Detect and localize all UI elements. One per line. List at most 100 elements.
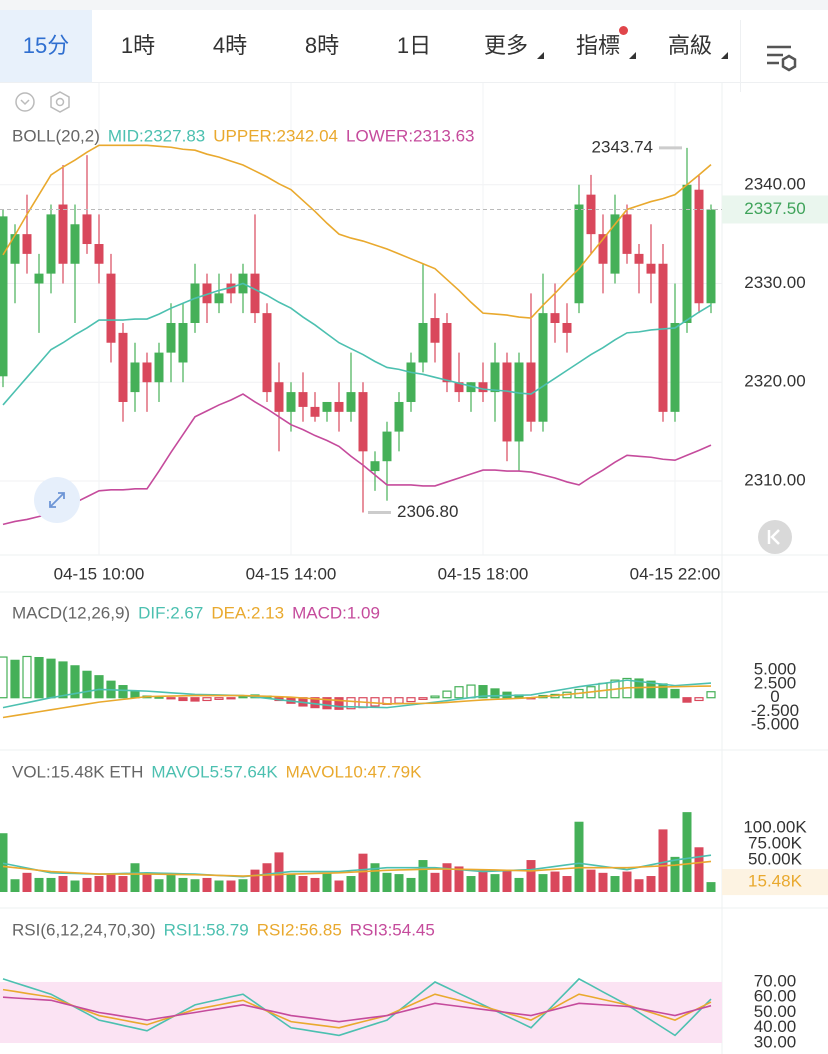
volume-bar	[166, 874, 176, 892]
candle-body	[190, 283, 200, 323]
macd-bar	[214, 697, 224, 700]
macd-bar	[46, 658, 56, 699]
indicator-line	[2, 393, 712, 526]
y-tick-label: 70.00	[754, 971, 797, 990]
candle-body	[706, 209, 716, 304]
tab[interactable]: 高級	[644, 10, 736, 82]
candle-body	[526, 362, 536, 422]
candle-body	[370, 461, 380, 472]
scroll-latest-button[interactable]	[758, 520, 792, 554]
volume-bar	[586, 869, 596, 892]
candle-body	[550, 313, 560, 323]
macd-bar	[682, 697, 692, 703]
tab[interactable]: 更多	[460, 10, 552, 82]
collapse-icon[interactable]	[15, 92, 35, 112]
indicator-line	[2, 988, 712, 1029]
macd-bar	[334, 697, 344, 710]
settings-glyph	[767, 45, 797, 72]
volume-bar	[550, 871, 560, 892]
tab[interactable]: 15分	[0, 10, 92, 82]
macd-bar	[118, 685, 128, 699]
latest-glyph	[767, 529, 780, 545]
volume-bar	[94, 876, 104, 892]
legend-entry: MAVOL10:47.79K	[286, 762, 422, 781]
legend-entry: MACD:1.09	[292, 603, 380, 622]
volume-bar	[178, 877, 188, 892]
y-tick-label: 2310.00	[744, 470, 805, 489]
x-tick-label: 04-15 10:00	[54, 564, 145, 583]
volume-bar	[298, 876, 308, 892]
indicator-line	[2, 685, 712, 719]
candle-body	[202, 283, 212, 304]
candle-body	[274, 382, 284, 412]
macd-bar	[478, 685, 488, 699]
tab[interactable]: 8時	[304, 33, 340, 58]
macd-bar	[370, 697, 380, 707]
legend-entry: LOWER:2313.63	[346, 126, 475, 145]
candle-body	[454, 382, 464, 393]
volume-bar	[466, 876, 476, 892]
macd-bar	[130, 690, 140, 699]
extreme-label: 2306.80	[397, 502, 458, 521]
macd-bar	[166, 697, 176, 700]
y-tick-label: 50.00K	[748, 850, 803, 869]
volume-bar	[382, 872, 392, 892]
macd-bar	[0, 656, 8, 699]
candle-body	[106, 273, 116, 343]
settings-icon[interactable]	[50, 91, 70, 113]
candle-body	[142, 362, 152, 383]
macd-bar	[238, 696, 248, 699]
tab-label: 更多	[483, 33, 528, 58]
tab[interactable]: 4時	[212, 33, 248, 58]
indicator-title: VOL:15.48K ETH	[12, 762, 143, 781]
indicator-title: BOLL(20,2)	[12, 126, 100, 145]
candle-body	[310, 406, 320, 417]
macd-bar	[34, 656, 44, 699]
volume-bar	[190, 879, 200, 892]
candle-body	[466, 382, 476, 393]
last-price-label: 2337.50	[744, 199, 805, 218]
macd-bar	[406, 697, 416, 703]
macd-bar	[490, 688, 500, 699]
indicator-title: RSI(6,12,24,70,30)	[12, 920, 156, 939]
macd-bar	[94, 675, 104, 699]
candle-body	[130, 362, 140, 393]
last-volume-label: 15.48K	[748, 872, 803, 891]
tab[interactable]: 1日	[396, 33, 432, 58]
volume-bar	[418, 860, 428, 892]
candle-body	[82, 214, 92, 245]
macd-bar	[418, 697, 428, 700]
legend-entry: DIF:2.67	[138, 603, 203, 622]
candle-body	[598, 234, 608, 264]
indicator-line	[2, 977, 712, 1037]
volume-bar	[250, 869, 260, 892]
volume-bar	[286, 874, 296, 892]
legend-entry: DEA:2.13	[211, 603, 284, 622]
indicator-line	[2, 144, 712, 319]
candle-body	[0, 216, 8, 377]
candle-body	[658, 263, 668, 412]
notification-dot	[619, 26, 628, 35]
tab[interactable]: 1時	[120, 33, 156, 58]
macd-bar	[178, 697, 188, 702]
candle-body	[670, 322, 680, 412]
indicator-line	[2, 282, 712, 406]
y-tick-label: 2340.00	[744, 174, 805, 193]
expand-button[interactable]	[34, 477, 80, 523]
chart-settings-button[interactable]	[740, 20, 828, 92]
indicator-line	[2, 679, 712, 709]
volume-bar	[442, 863, 452, 892]
macd-bar	[82, 670, 92, 699]
tab[interactable]: 指標	[552, 10, 644, 82]
macd-bar	[22, 655, 32, 699]
volume-bar	[118, 876, 128, 892]
candle-body	[286, 392, 296, 412]
macd-bar	[442, 690, 452, 699]
candle-body	[262, 313, 272, 393]
glyph-gear	[781, 54, 797, 72]
indicator-title: MACD(12,26,9)	[12, 603, 130, 622]
y-tick-label: 2330.00	[744, 273, 805, 292]
macd-bar	[58, 661, 68, 699]
candle-body	[610, 214, 620, 274]
icon-chevron	[20, 99, 30, 106]
